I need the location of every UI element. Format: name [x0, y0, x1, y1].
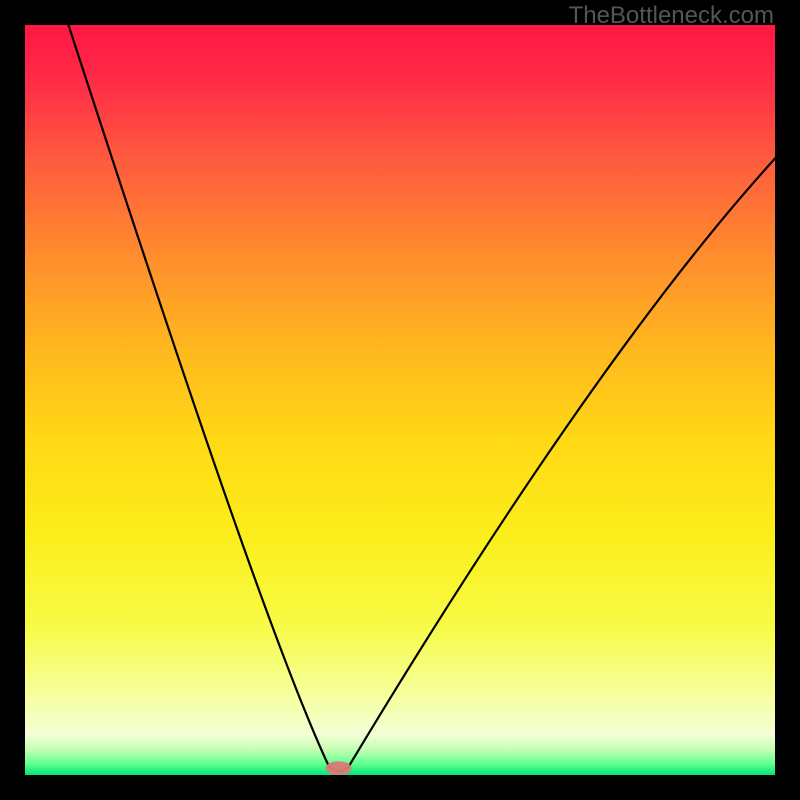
plot-area [25, 25, 775, 775]
bottleneck-curve [69, 25, 776, 771]
chart-root: TheBottleneck.com [0, 0, 800, 800]
watermark-text: TheBottleneck.com [569, 2, 774, 30]
notch-marker [326, 761, 352, 775]
curve-overlay [25, 25, 775, 775]
